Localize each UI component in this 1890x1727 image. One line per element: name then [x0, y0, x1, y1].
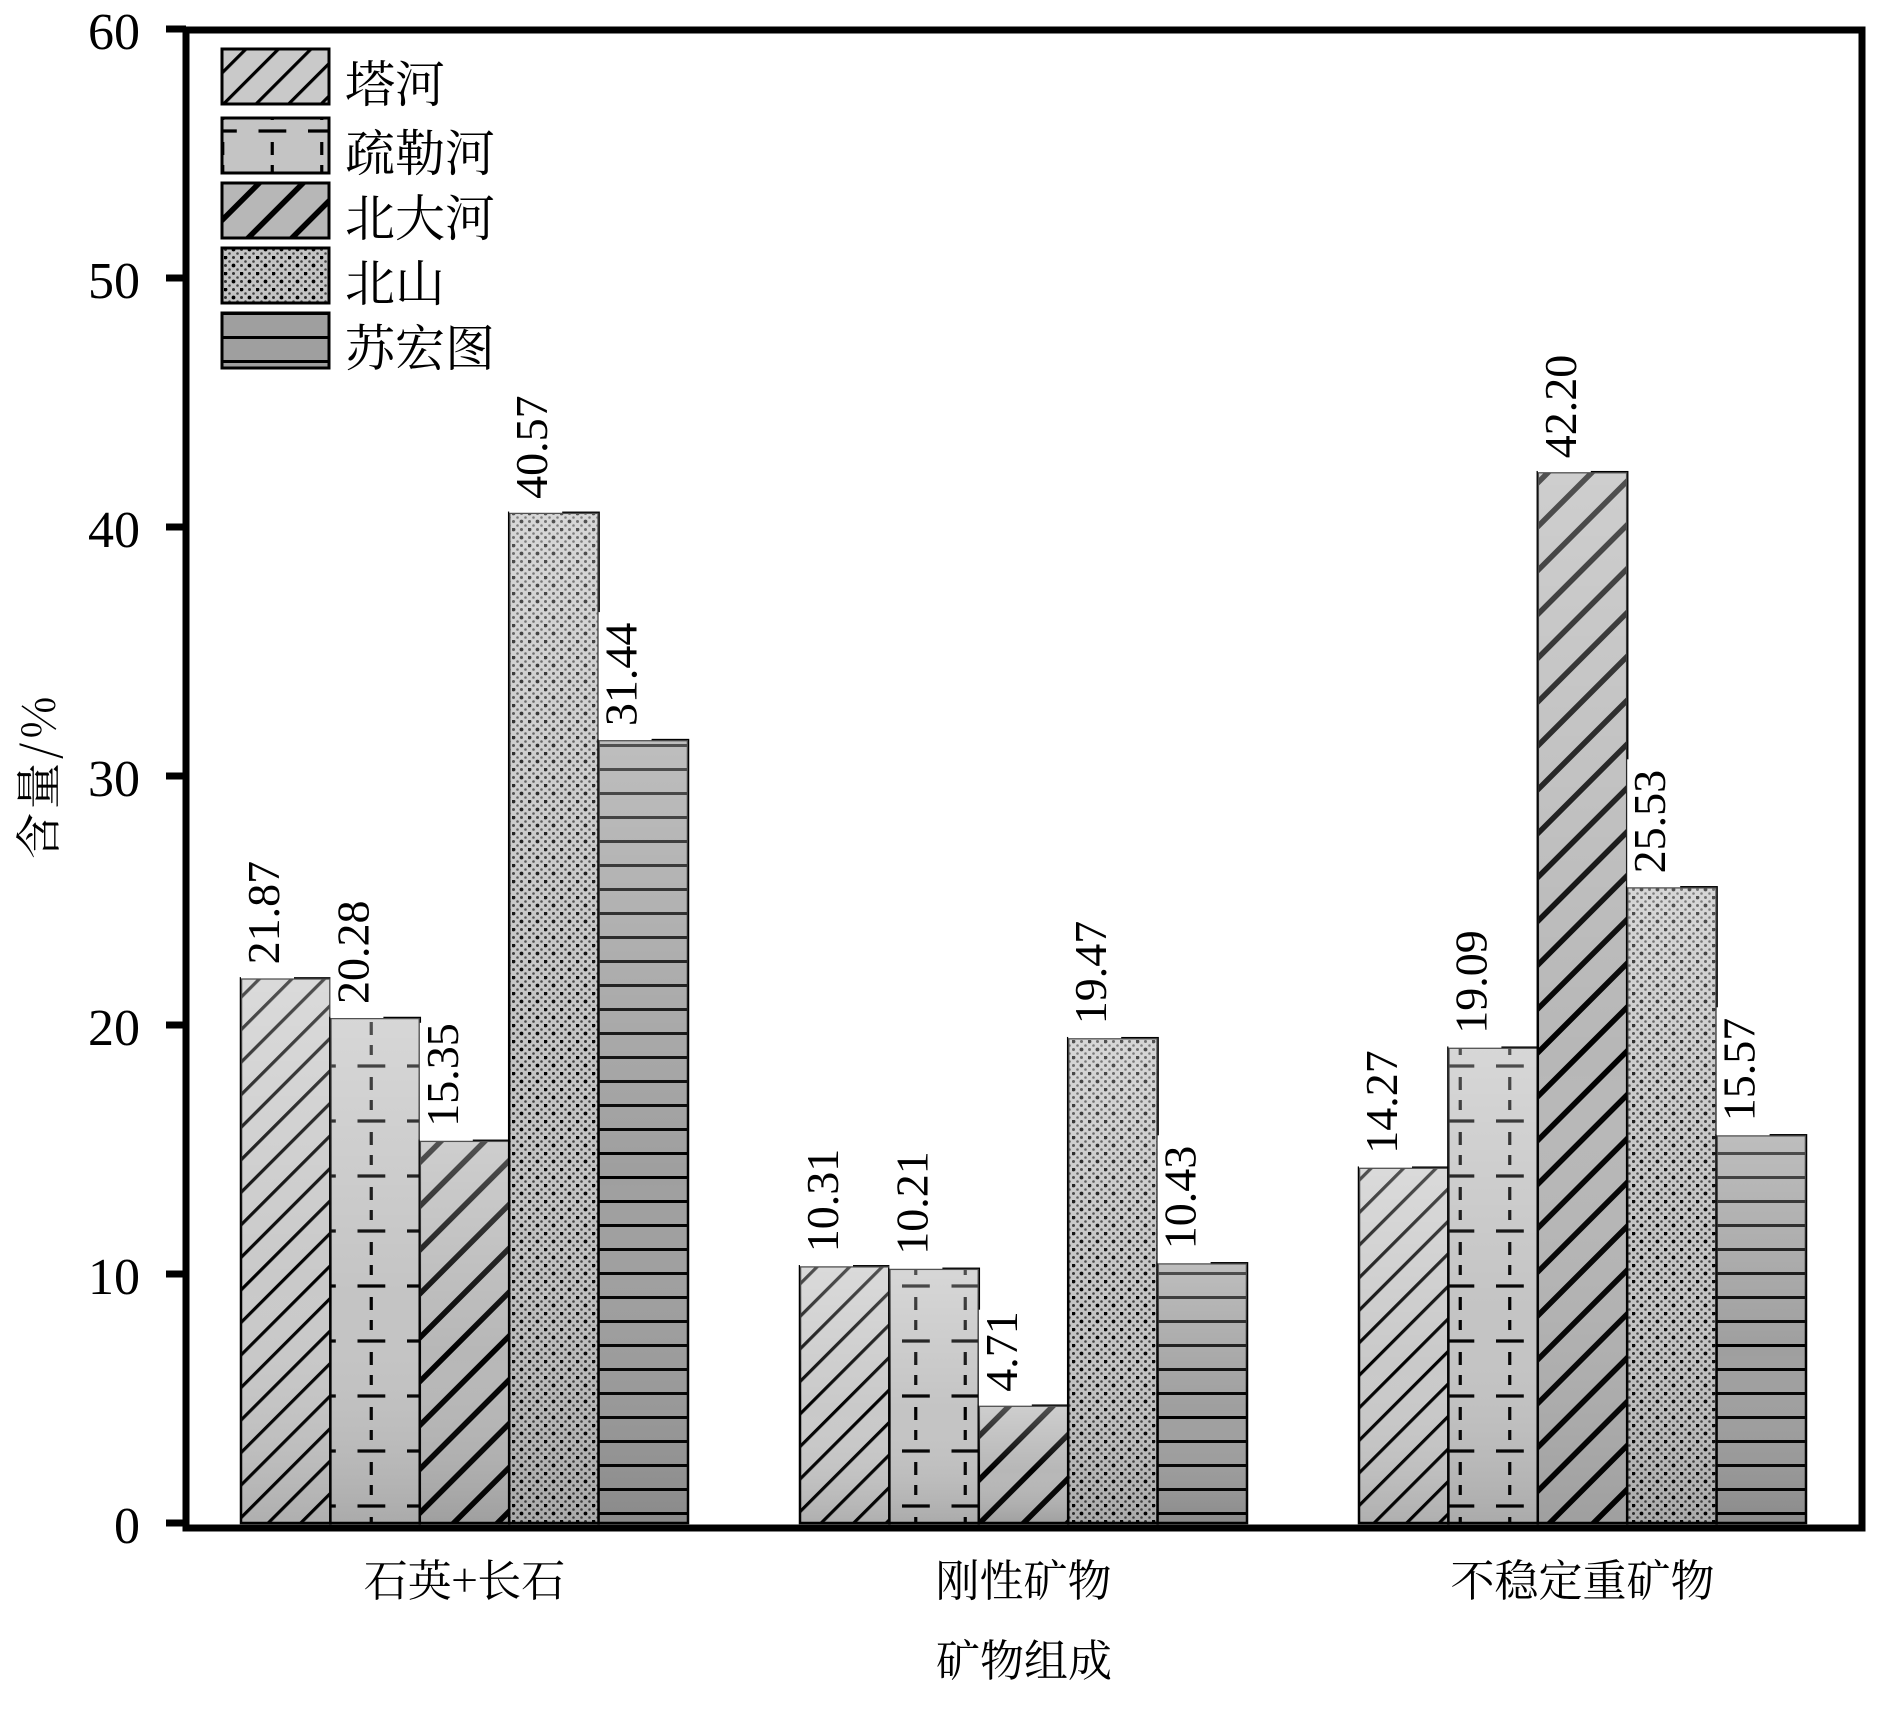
svg-text:10.31: 10.31	[797, 1149, 848, 1253]
svg-text:19.47: 19.47	[1065, 921, 1116, 1025]
svg-text:14.27: 14.27	[1356, 1050, 1407, 1154]
svg-text:4.71: 4.71	[976, 1311, 1027, 1392]
svg-text:20.28: 20.28	[327, 901, 378, 1005]
svg-text:15.57: 15.57	[1714, 1018, 1765, 1122]
svg-text:10.43: 10.43	[1155, 1146, 1206, 1250]
svg-text:40.57: 40.57	[506, 395, 557, 499]
svg-text:10.21: 10.21	[886, 1151, 937, 1255]
svg-text:42.20: 42.20	[1535, 355, 1586, 459]
svg-text:19.09: 19.09	[1445, 930, 1496, 1034]
svg-text:15.35: 15.35	[417, 1023, 468, 1127]
svg-text:25.53: 25.53	[1624, 770, 1675, 874]
svg-text:31.44: 31.44	[596, 623, 647, 727]
svg-text:21.87: 21.87	[238, 861, 289, 965]
